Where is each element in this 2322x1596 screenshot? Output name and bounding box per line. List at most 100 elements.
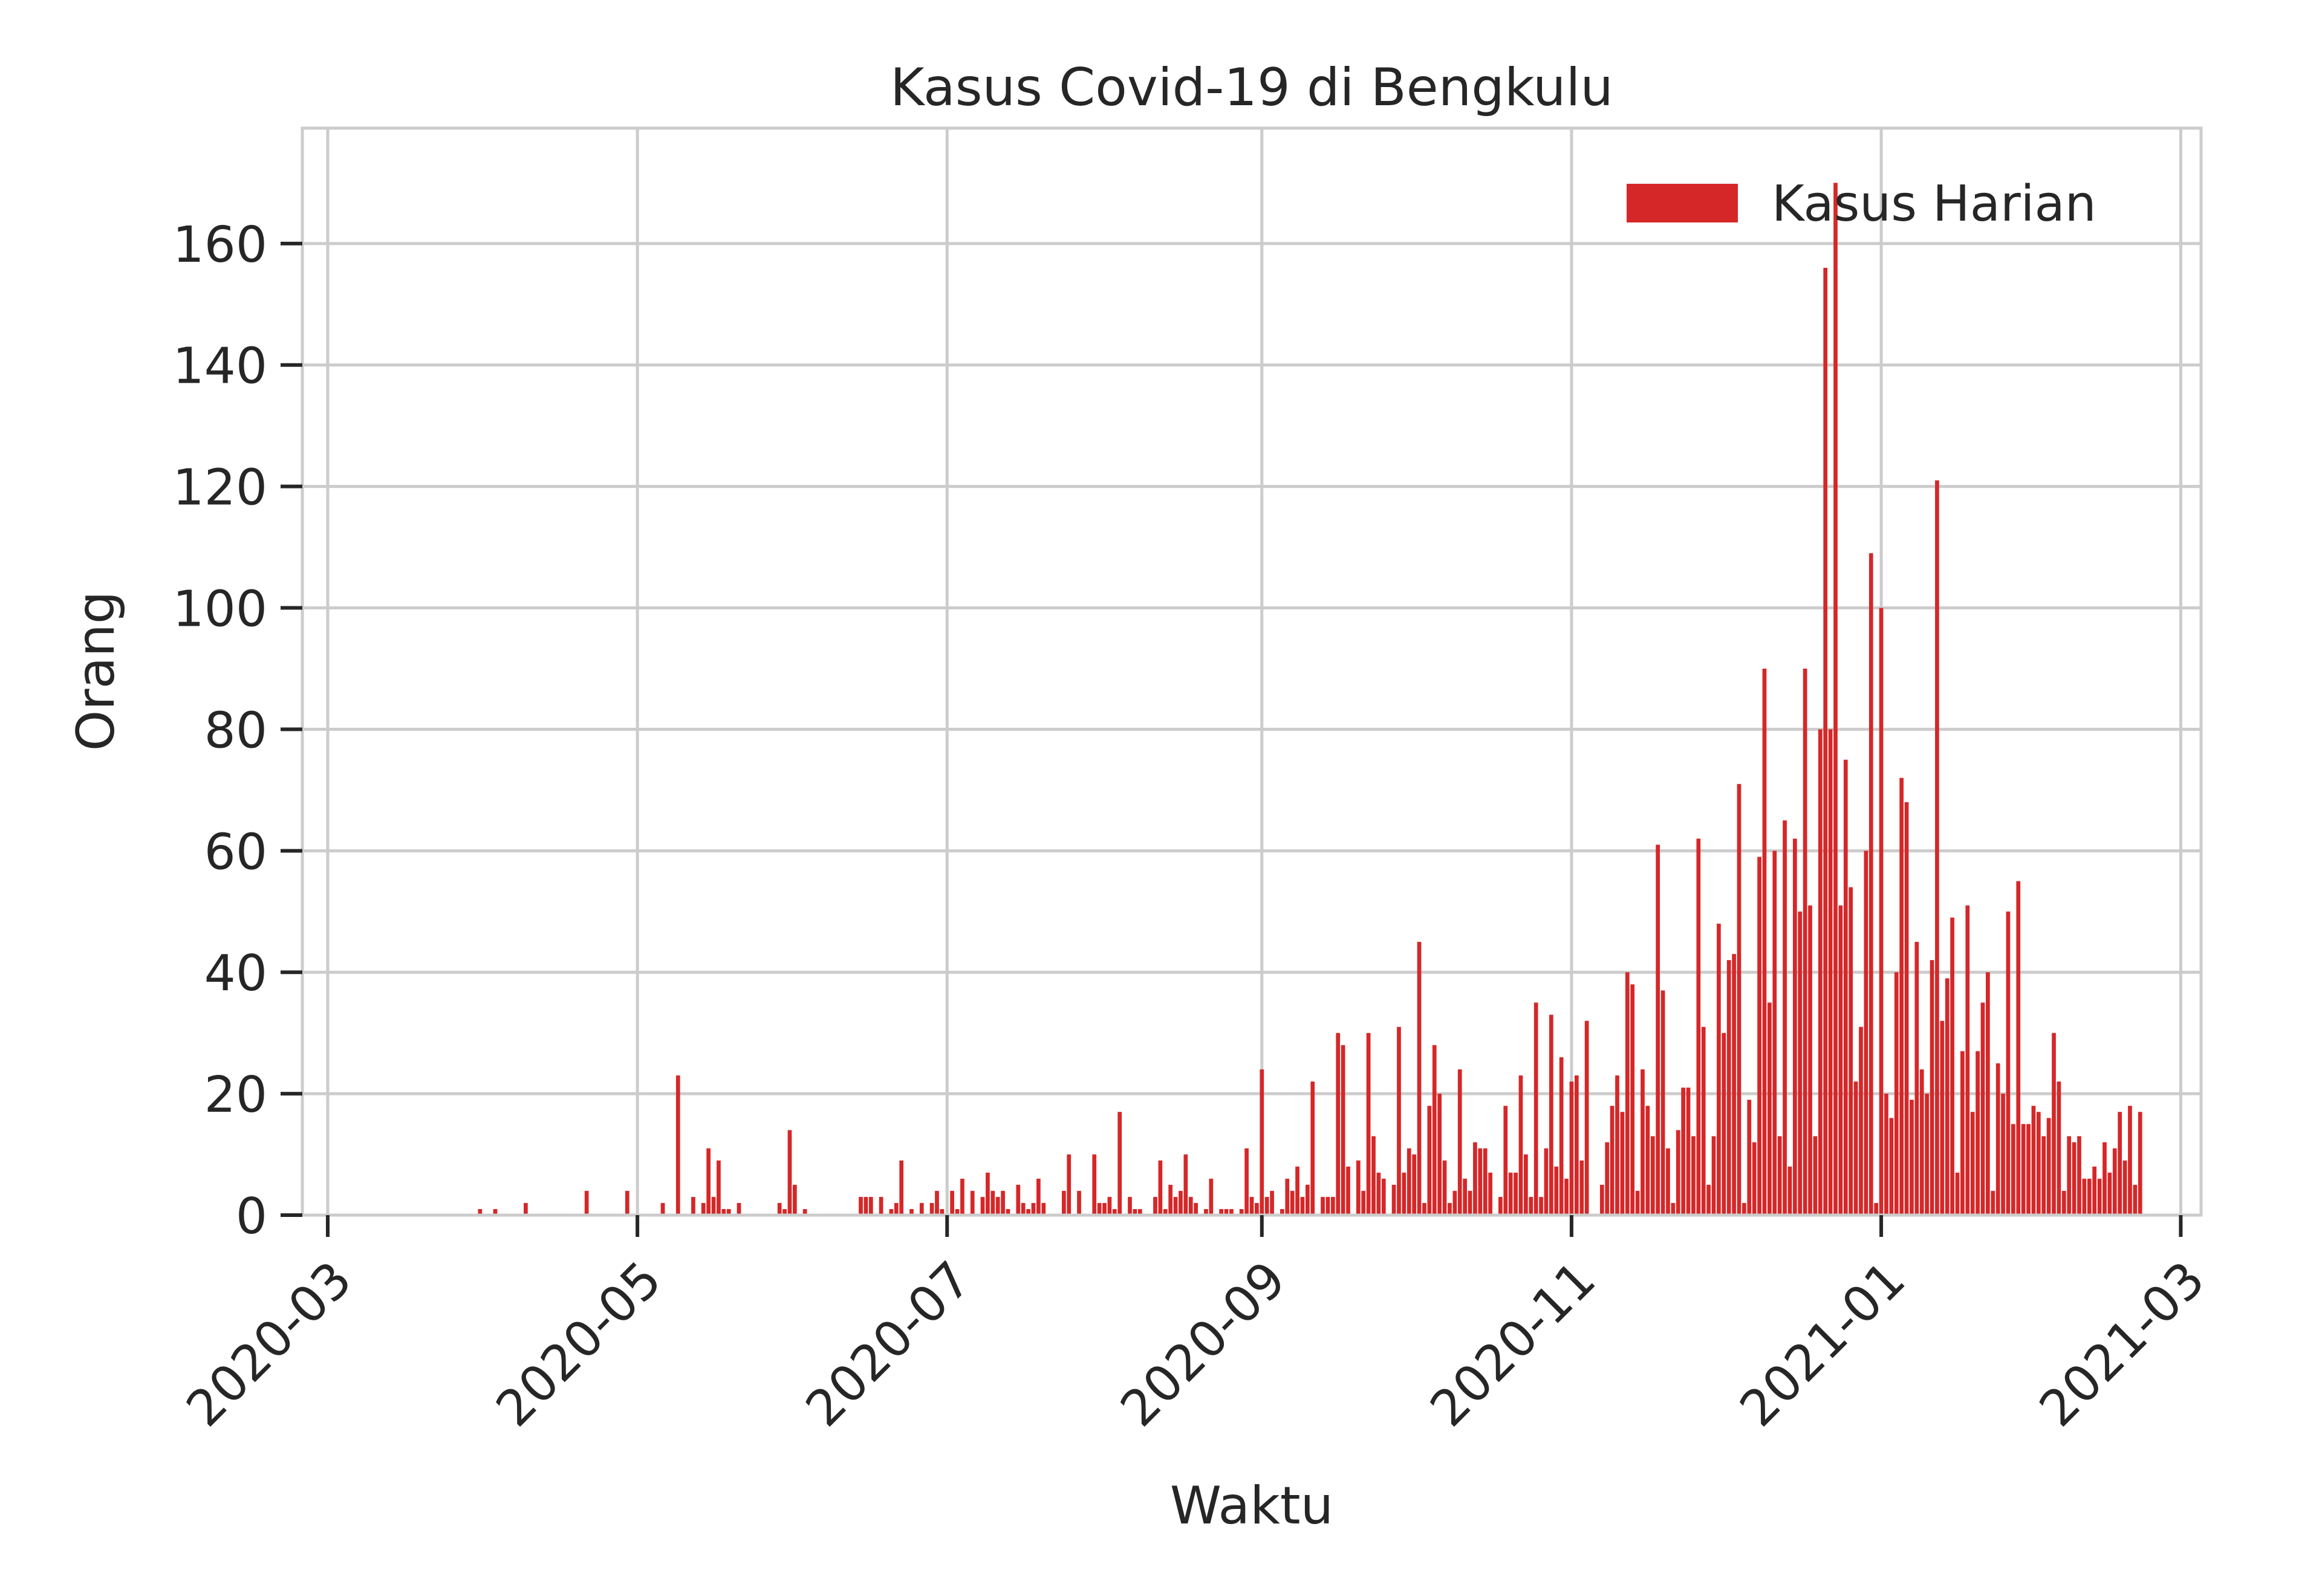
bar bbox=[1422, 1202, 1426, 1215]
bar bbox=[1437, 1094, 1442, 1215]
bar bbox=[1752, 1142, 1757, 1215]
bar bbox=[726, 1208, 731, 1215]
bar bbox=[1762, 668, 1767, 1215]
bar bbox=[1067, 1154, 1072, 1215]
bar bbox=[899, 1160, 904, 1215]
bar bbox=[1239, 1208, 1244, 1215]
bar bbox=[1777, 1136, 1782, 1215]
bar bbox=[1691, 1136, 1696, 1215]
bar bbox=[1092, 1154, 1097, 1215]
bar bbox=[478, 1208, 483, 1215]
bar bbox=[1397, 1027, 1401, 1215]
bar bbox=[1681, 1088, 1685, 1215]
bar bbox=[625, 1190, 629, 1215]
bar bbox=[1696, 839, 1701, 1215]
bar bbox=[1757, 857, 1761, 1215]
bar bbox=[1188, 1196, 1193, 1215]
bar bbox=[1006, 1208, 1010, 1215]
bar bbox=[935, 1190, 939, 1215]
bar bbox=[1533, 1002, 1538, 1215]
bar bbox=[2128, 1106, 2132, 1215]
bar bbox=[1102, 1202, 1107, 1215]
bar bbox=[1107, 1196, 1112, 1215]
bar bbox=[711, 1196, 716, 1215]
bar bbox=[1980, 1002, 1985, 1215]
bar bbox=[1544, 1148, 1549, 1215]
bars bbox=[478, 183, 2142, 1215]
bar bbox=[1463, 1178, 1467, 1215]
bar bbox=[1747, 1100, 1752, 1215]
bar bbox=[950, 1190, 955, 1215]
bar bbox=[1579, 1160, 1584, 1215]
y-axis-label: Orang bbox=[66, 591, 126, 751]
bar bbox=[1518, 1075, 1523, 1215]
bar bbox=[1376, 1172, 1381, 1215]
bar bbox=[691, 1196, 695, 1215]
bar bbox=[1179, 1190, 1183, 1215]
bar bbox=[1249, 1196, 1254, 1215]
bar bbox=[777, 1202, 782, 1215]
bar bbox=[1356, 1160, 1361, 1215]
bar bbox=[1559, 1057, 1564, 1215]
bar bbox=[1965, 905, 1970, 1215]
bar bbox=[1001, 1190, 1005, 1215]
bar bbox=[2036, 1112, 2041, 1215]
bar bbox=[1402, 1172, 1407, 1215]
bar bbox=[802, 1208, 807, 1215]
bar bbox=[1270, 1190, 1274, 1215]
bar bbox=[1742, 1202, 1746, 1215]
bar bbox=[524, 1202, 528, 1215]
bar bbox=[2082, 1178, 2087, 1215]
bar bbox=[1970, 1112, 1975, 1215]
bar bbox=[1808, 905, 1812, 1215]
bar bbox=[717, 1160, 721, 1215]
bar bbox=[940, 1208, 945, 1215]
bar bbox=[1361, 1190, 1366, 1215]
bar bbox=[1849, 887, 1853, 1215]
bar bbox=[1391, 1184, 1396, 1215]
x-axis-label: Waktu bbox=[1170, 1476, 1333, 1536]
y-tick-label: 140 bbox=[172, 338, 267, 395]
bar bbox=[1321, 1196, 1325, 1215]
bar bbox=[2057, 1082, 2061, 1215]
bar bbox=[1204, 1208, 1208, 1215]
bar bbox=[1925, 1094, 1929, 1215]
bar bbox=[1026, 1208, 1030, 1215]
bar bbox=[1280, 1208, 1284, 1215]
bar bbox=[1021, 1202, 1026, 1215]
bar bbox=[1163, 1208, 1168, 1215]
bar bbox=[2061, 1190, 2066, 1215]
bar bbox=[1945, 978, 1950, 1215]
y-tick-label: 80 bbox=[204, 702, 267, 759]
bar bbox=[1457, 1069, 1462, 1215]
bar bbox=[660, 1202, 665, 1215]
bar bbox=[1488, 1172, 1492, 1215]
bar bbox=[2006, 911, 2011, 1215]
bar bbox=[1899, 777, 1904, 1215]
bar bbox=[1341, 1045, 1345, 1215]
bar bbox=[1366, 1033, 1371, 1215]
bar bbox=[1686, 1088, 1691, 1215]
bar bbox=[2138, 1112, 2142, 1215]
bar bbox=[990, 1190, 995, 1215]
bar bbox=[1706, 1184, 1711, 1215]
bar bbox=[2001, 1094, 2005, 1215]
bar bbox=[1722, 1033, 1726, 1215]
bar bbox=[1656, 845, 1660, 1215]
bar bbox=[2122, 1160, 2127, 1215]
bar bbox=[1173, 1196, 1178, 1215]
bar bbox=[1432, 1045, 1437, 1215]
bar bbox=[1549, 1014, 1553, 1215]
bar bbox=[1645, 1106, 1650, 1215]
bar bbox=[929, 1202, 934, 1215]
bar bbox=[1884, 1094, 1888, 1215]
bar bbox=[2067, 1136, 2072, 1215]
bar bbox=[1620, 1112, 1625, 1215]
bar bbox=[1995, 1063, 2000, 1215]
bar bbox=[879, 1196, 883, 1215]
y-tick-label: 100 bbox=[172, 581, 267, 638]
bar bbox=[1768, 1002, 1772, 1215]
bar bbox=[1879, 608, 1884, 1215]
bar bbox=[1062, 1190, 1066, 1215]
bar bbox=[1468, 1190, 1472, 1215]
